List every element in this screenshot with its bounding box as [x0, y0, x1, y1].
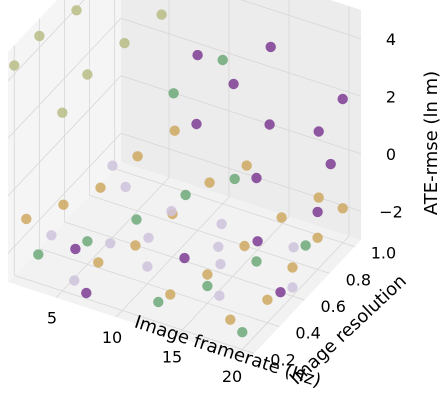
data-point	[21, 213, 32, 225]
data-point	[156, 9, 167, 20]
data-point	[287, 262, 298, 273]
data-point	[276, 212, 287, 223]
data-point	[287, 282, 298, 293]
data-point	[217, 54, 228, 66]
axis-panes	[8, 0, 361, 360]
data-point	[251, 256, 262, 267]
data-point	[105, 238, 116, 249]
data-point	[131, 214, 142, 225]
data-point	[9, 60, 20, 71]
y-gridline-floor	[39, 248, 280, 328]
data-point	[252, 236, 263, 247]
data-point	[213, 241, 224, 252]
z-gridline-left	[7, 0, 85, 82]
z-tick-label: 2	[386, 87, 396, 106]
data-point	[239, 240, 250, 252]
y-tick-label: 0.8	[346, 270, 371, 289]
back-pane	[121, 0, 361, 240]
z-tick-label: 0	[386, 145, 396, 164]
data-point	[120, 181, 131, 193]
data-point	[58, 199, 69, 210]
z-tick-label: −2	[379, 202, 403, 221]
gridlines	[7, 0, 362, 357]
data-point	[95, 182, 106, 193]
y-tick-label: 0.6	[321, 297, 346, 316]
tick-labels: 5 10 15 20 0.20.40.60.81.0 −2 0 2 4	[47, 30, 403, 386]
data-point	[165, 289, 176, 300]
z-gridline-back	[240, 0, 362, 40]
data-point	[262, 294, 273, 305]
data-point	[69, 275, 80, 286]
y-gridline-floor	[14, 274, 255, 354]
data-point	[107, 160, 118, 171]
data-point	[81, 287, 92, 299]
data-point	[180, 189, 191, 201]
data-point	[34, 30, 45, 42]
data-point	[71, 5, 82, 16]
data-point	[132, 151, 143, 162]
data-point	[33, 249, 44, 260]
data-point	[46, 230, 57, 241]
data-point	[130, 240, 141, 251]
x-tick-label: 10	[102, 328, 122, 347]
data-point	[237, 327, 248, 338]
data-point	[229, 173, 240, 185]
data-point	[300, 240, 311, 251]
data-point	[143, 232, 154, 243]
data-point	[251, 172, 262, 184]
data-point	[166, 205, 177, 217]
data-point	[70, 243, 81, 255]
data-point	[192, 49, 203, 61]
data-point	[265, 41, 276, 53]
y-tick-label: 1.0	[371, 244, 396, 263]
data-point	[264, 119, 275, 130]
y-tick-label: 0.4	[295, 324, 320, 343]
data-point	[153, 296, 164, 308]
data-point	[275, 287, 286, 298]
data-point	[168, 88, 179, 99]
data-point	[215, 258, 226, 270]
data-point	[228, 78, 239, 90]
y-gridline-floor	[89, 194, 330, 274]
data-point	[312, 232, 323, 243]
data-point	[179, 252, 190, 264]
data-points	[9, 5, 348, 338]
z-gridline-left	[7, 132, 122, 254]
data-point	[169, 125, 180, 136]
data-point	[337, 93, 348, 105]
data-point	[214, 290, 225, 301]
z-gridline-back	[120, 75, 362, 155]
data-point	[57, 107, 68, 118]
data-point	[142, 261, 153, 272]
data-point	[241, 160, 252, 171]
z-tick-label: 4	[386, 30, 396, 49]
z-gridline-back	[120, 17, 362, 97]
z-axis-title: ATE-rmse (ln m)	[421, 71, 442, 215]
data-point	[119, 37, 130, 49]
x-tick-label: 20	[222, 367, 242, 386]
z-gridline-left	[7, 75, 122, 197]
data-point	[313, 192, 324, 203]
data-point	[288, 242, 299, 253]
data-point	[82, 236, 93, 247]
data-point	[337, 203, 348, 214]
data-point	[313, 126, 324, 137]
data-point	[204, 177, 215, 188]
x-tick-label: 15	[162, 348, 182, 367]
x-tick-label: 5	[47, 309, 57, 328]
data-point	[202, 280, 213, 292]
data-point	[325, 158, 336, 170]
data-point	[202, 269, 213, 280]
data-point	[82, 69, 93, 80]
data-point	[225, 314, 236, 325]
data-point	[93, 257, 104, 268]
z-gridline-left	[7, 17, 122, 139]
y-tick-label: 0.2	[270, 350, 295, 369]
data-point	[312, 206, 323, 218]
data-point	[191, 118, 202, 130]
data-point	[216, 218, 227, 230]
